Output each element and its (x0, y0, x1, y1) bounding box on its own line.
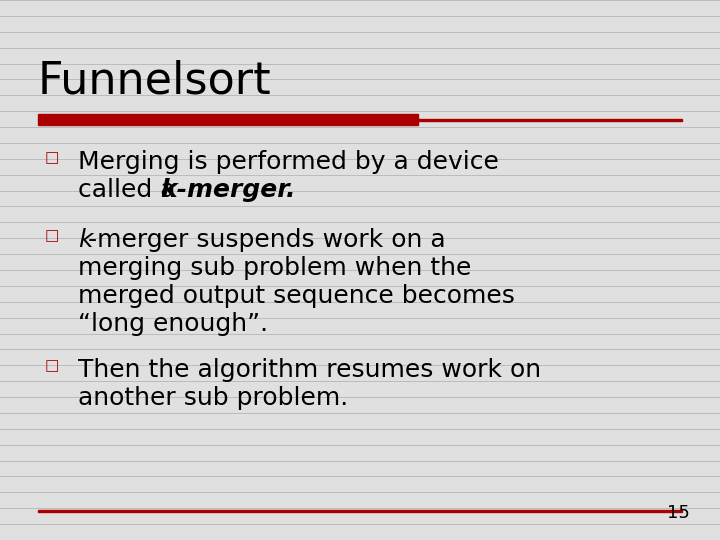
Text: k-merger.: k-merger. (160, 178, 295, 202)
Text: k: k (78, 228, 92, 252)
Text: called a: called a (78, 178, 184, 202)
Text: □: □ (45, 150, 59, 165)
Text: -merger suspends work on a: -merger suspends work on a (88, 228, 446, 252)
Bar (418, 118, 682, 120)
Text: Funnelsort: Funnelsort (38, 60, 271, 103)
Text: □: □ (45, 358, 59, 373)
Bar (38, 114, 418, 125)
Text: merged output sequence becomes: merged output sequence becomes (78, 284, 515, 308)
Text: “long enough”.: “long enough”. (78, 312, 268, 336)
Text: □: □ (45, 228, 59, 243)
Text: Then the algorithm resumes work on: Then the algorithm resumes work on (78, 358, 541, 382)
Bar (38, 510, 682, 512)
Text: another sub problem.: another sub problem. (78, 386, 348, 410)
Text: Merging is performed by a device: Merging is performed by a device (78, 150, 499, 174)
Text: 15: 15 (667, 504, 690, 522)
Text: merging sub problem when the: merging sub problem when the (78, 256, 472, 280)
